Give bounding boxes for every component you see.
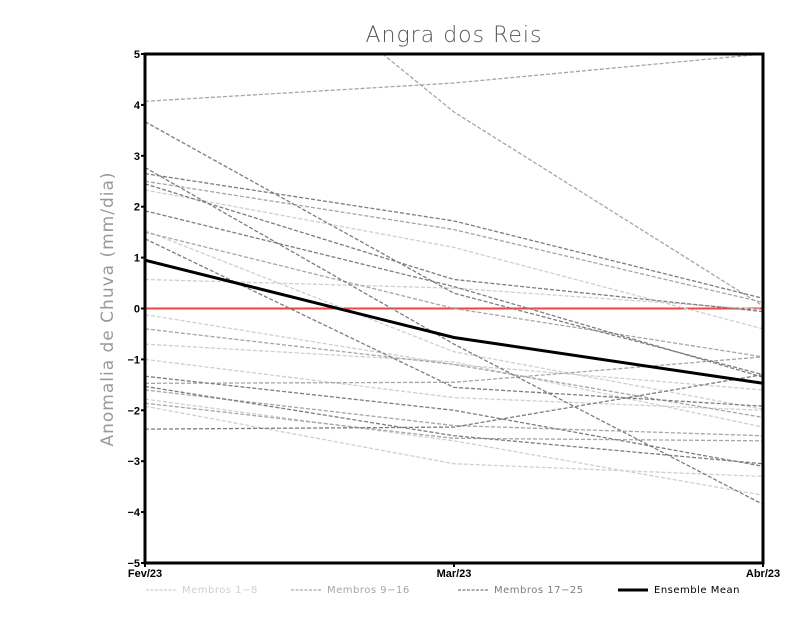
member-line-14 xyxy=(145,54,763,102)
member-line-11 xyxy=(145,356,763,384)
member-line-9 xyxy=(381,54,763,307)
y-tick-label: 0 xyxy=(134,304,140,316)
member-line-10 xyxy=(145,231,763,358)
x-tick-label: Abr/23 xyxy=(746,568,780,580)
legend-label-members-1-8: Membros 1−8 xyxy=(182,585,258,596)
member-line-6 xyxy=(145,405,763,478)
member-line-18 xyxy=(145,166,763,506)
member-line-4 xyxy=(145,343,763,428)
member-line-1 xyxy=(145,189,763,330)
member-line-17 xyxy=(145,121,763,376)
y-tick-label: 4 xyxy=(134,100,141,112)
y-tick-label: −5 xyxy=(127,558,140,570)
y-tick-label: 2 xyxy=(134,202,140,214)
y-axis-label: Anomalia de Chuva (mm/dia) xyxy=(98,171,118,446)
member-line-16 xyxy=(145,328,763,419)
y-tick-labels: 5 4 3 2 1 0 −1 −2 −3 −4 −5 xyxy=(127,49,140,570)
member-line-15 xyxy=(145,180,763,304)
axes-layer xyxy=(141,52,765,567)
member-line-2 xyxy=(145,230,763,410)
y-tick-label: −1 xyxy=(127,354,140,366)
legend-label-ensemble-mean: Ensemble Mean xyxy=(654,585,740,596)
chart-title: Angra dos Reis xyxy=(365,23,542,48)
y-tick-label: −3 xyxy=(127,456,140,468)
series-layer xyxy=(145,54,763,506)
member-line-3 xyxy=(145,313,763,391)
x-tick-label: Mar/23 xyxy=(437,568,472,580)
member-line-20 xyxy=(145,183,763,313)
ensemble-mean-line xyxy=(145,258,763,385)
y-tick-label: −2 xyxy=(127,405,140,417)
y-tick-label: 5 xyxy=(134,49,140,61)
member-line-8 xyxy=(145,278,763,311)
member-line-25 xyxy=(145,374,763,430)
x-tick-label: Fev/23 xyxy=(128,568,162,580)
member-line-12 xyxy=(145,389,763,437)
member-line-7 xyxy=(145,358,763,411)
member-line-22 xyxy=(145,238,763,407)
member-line-24 xyxy=(145,385,763,465)
member-line-13 xyxy=(145,402,763,442)
member-line-21 xyxy=(145,210,763,378)
legend-label-members-9-16: Membros 9−16 xyxy=(327,585,410,596)
legend: Membros 1−8 Membros 9−16 Membros 17−25 E… xyxy=(146,585,740,596)
member-line-5 xyxy=(145,398,763,496)
y-tick-label: −4 xyxy=(127,507,140,519)
y-tick-label: 1 xyxy=(134,253,140,265)
legend-label-members-17-25: Membros 17−25 xyxy=(494,585,584,596)
member-line-23 xyxy=(145,375,763,467)
member-line-19 xyxy=(145,172,763,299)
y-tick-label: 3 xyxy=(134,151,140,163)
x-tick-labels: Fev/23 Mar/23 Abr/23 xyxy=(128,568,780,580)
